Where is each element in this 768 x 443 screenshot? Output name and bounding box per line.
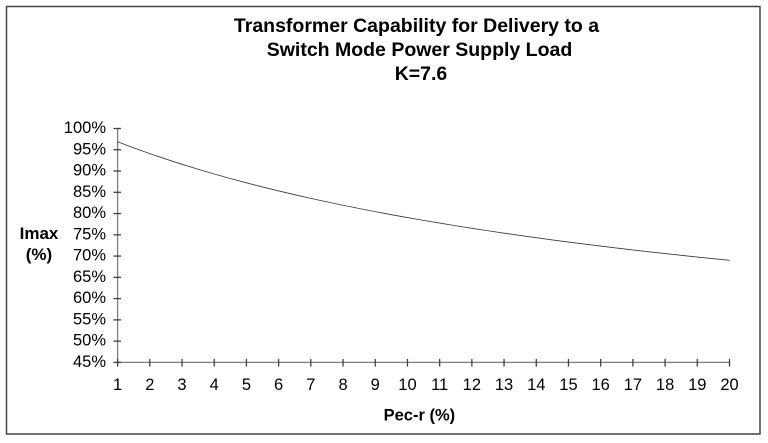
svg-text:7: 7 (306, 376, 315, 394)
svg-text:65%: 65% (73, 268, 106, 286)
svg-text:20: 20 (720, 376, 738, 394)
svg-text:Switch Mode Power Supply Load: Switch Mode Power Supply Load (267, 39, 573, 61)
svg-text:95%: 95% (73, 140, 106, 158)
svg-text:45%: 45% (73, 353, 106, 371)
svg-text:70%: 70% (73, 247, 106, 265)
svg-text:12: 12 (463, 376, 481, 394)
svg-text:3: 3 (177, 376, 186, 394)
svg-text:16: 16 (592, 376, 610, 394)
svg-text:1: 1 (113, 376, 122, 394)
svg-text:17: 17 (624, 376, 642, 394)
svg-text:8: 8 (338, 376, 347, 394)
svg-text:14: 14 (527, 376, 545, 394)
svg-text:100%: 100% (64, 119, 107, 137)
svg-text:9: 9 (371, 376, 380, 394)
svg-text:85%: 85% (73, 183, 106, 201)
svg-text:Transformer Capability for Del: Transformer Capability for Delivery to a (234, 15, 599, 37)
svg-text:15: 15 (559, 376, 577, 394)
svg-text:18: 18 (656, 376, 674, 394)
svg-text:2: 2 (145, 376, 154, 394)
svg-text:K=7.6: K=7.6 (395, 63, 448, 85)
svg-text:6: 6 (274, 376, 283, 394)
svg-text:13: 13 (495, 376, 513, 394)
svg-text:4: 4 (210, 376, 219, 394)
svg-text:19: 19 (688, 376, 706, 394)
svg-text:90%: 90% (73, 162, 106, 180)
svg-text:11: 11 (431, 376, 448, 394)
svg-text:(%): (%) (26, 245, 52, 264)
svg-text:60%: 60% (73, 289, 106, 307)
svg-text:5: 5 (242, 376, 251, 394)
svg-text:75%: 75% (73, 225, 106, 243)
svg-text:10: 10 (398, 376, 416, 394)
svg-text:Pec-r (%): Pec-r (%) (384, 406, 456, 424)
svg-text:55%: 55% (73, 310, 106, 328)
svg-text:80%: 80% (73, 204, 106, 222)
svg-text:Imax: Imax (20, 224, 59, 243)
svg-text:50%: 50% (73, 332, 106, 350)
